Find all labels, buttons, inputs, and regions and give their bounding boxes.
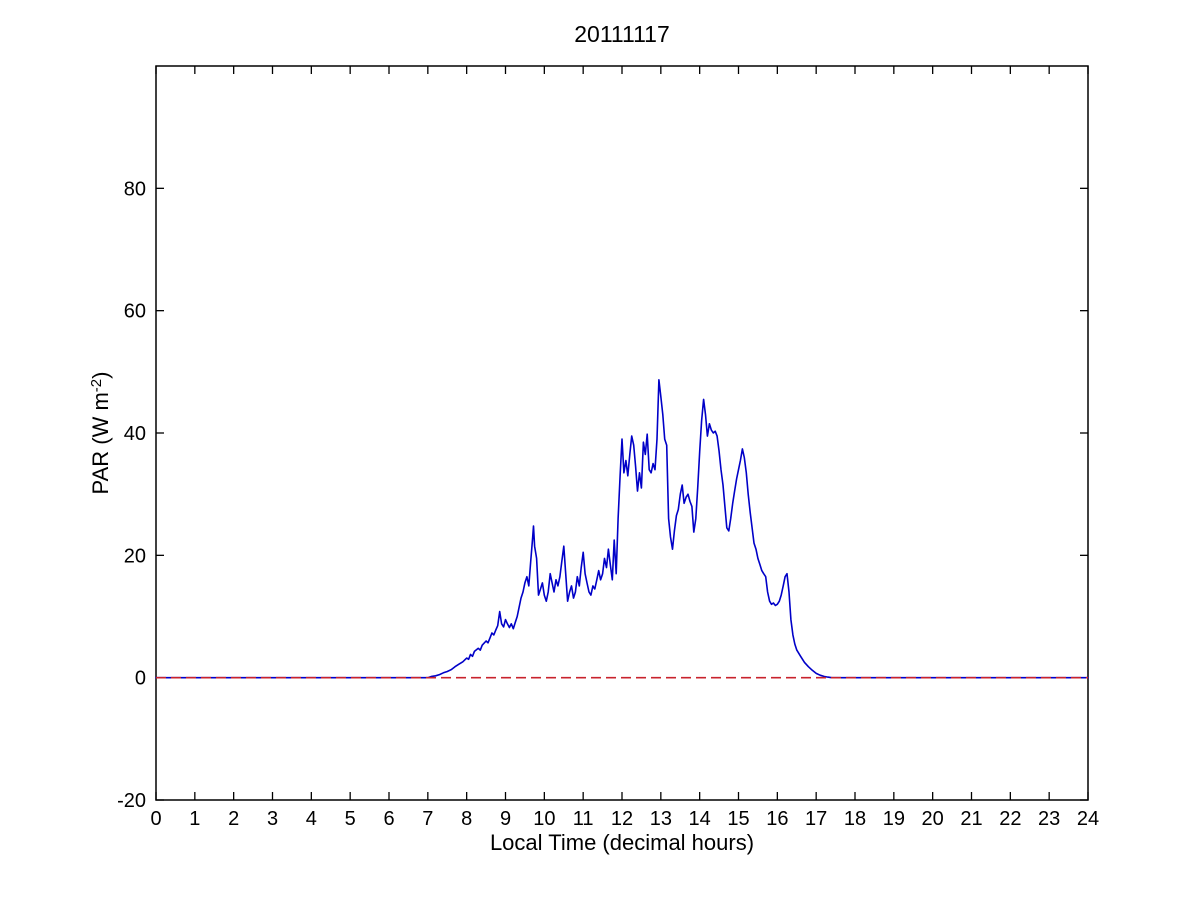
- y-axis-label: PAR (W m-2): [85, 372, 113, 495]
- x-tick-label: 22: [999, 808, 1021, 830]
- chart-title: 20111117: [574, 21, 670, 47]
- x-tick-label: 18: [844, 808, 866, 830]
- x-tick-label: 12: [611, 808, 633, 830]
- y-tick-label: 80: [124, 178, 146, 200]
- x-tick-label: 14: [689, 808, 711, 830]
- y-axis-label-exponent: -2: [88, 378, 105, 393]
- x-tick-label: 7: [422, 808, 433, 830]
- x-tick-label: 11: [573, 808, 594, 830]
- par-data-line: [155, 378, 1089, 679]
- x-tick-label: 24: [1077, 808, 1099, 830]
- x-tick-label: 10: [533, 808, 555, 830]
- x-tick-label: 8: [461, 808, 472, 830]
- y-tick-label: 60: [124, 301, 146, 323]
- x-tick-label: 0: [150, 808, 161, 830]
- y-tick-label: 0: [135, 668, 146, 690]
- x-tick-label: 19: [883, 808, 905, 830]
- x-tick-label: 21: [960, 808, 982, 830]
- axes-box: [155, 65, 1089, 801]
- x-tick-label: 15: [727, 808, 749, 830]
- x-tick-label: 5: [345, 808, 356, 830]
- x-tick-label: 9: [500, 808, 511, 830]
- x-tick-label: 17: [805, 808, 827, 830]
- x-tick-label: 6: [383, 808, 394, 830]
- x-tick-label: 16: [766, 808, 788, 830]
- y-tick-label: 20: [124, 545, 146, 567]
- y-tick-label: -20: [117, 790, 146, 812]
- x-tick-label: 13: [650, 808, 672, 830]
- x-tick-label: 4: [306, 808, 317, 830]
- y-axis-label-text: PAR (W m: [88, 392, 113, 495]
- x-tick-label: 3: [267, 808, 278, 830]
- y-tick-label: 40: [124, 423, 146, 445]
- x-axis-label: Local Time (decimal hours): [489, 830, 755, 855]
- x-tick-label: 23: [1038, 808, 1060, 830]
- x-tick-label: 1: [189, 808, 200, 830]
- x-tick-label: 20: [922, 808, 944, 830]
- y-axis-label-close: ): [88, 371, 113, 379]
- x-tick-label: 2: [228, 808, 239, 830]
